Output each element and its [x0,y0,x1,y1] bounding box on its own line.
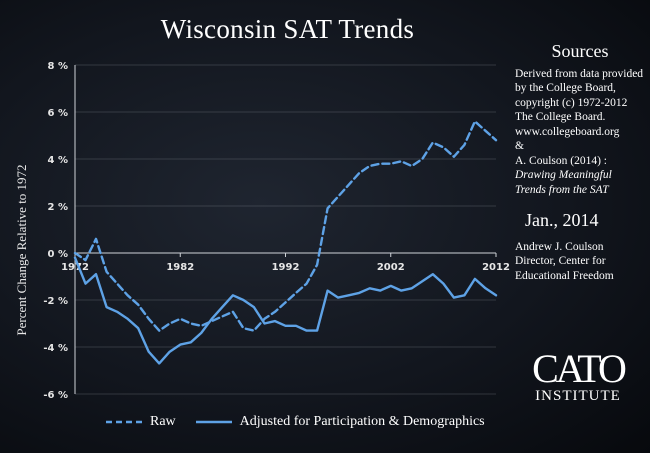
legend-solid-line-icon [195,420,232,424]
x-tick-label: 1992 [272,262,300,273]
legend: Raw Adjusted for Participation & Demogra… [104,414,503,430]
sources-panel: Sources Derived from data provided by th… [515,38,645,283]
source-coulson-author: A. Coulson (2014) : [515,154,607,167]
y-tick-label: 4 % [48,155,68,166]
tick-labels: 8 % 6 % 4 % 2 % 0 % -2 % -4 % -6 % 1972 1982 1992 2… [43,61,510,401]
legend-dashed-line-icon [106,420,142,424]
y-tick-label: -4 % [43,343,68,354]
series-line-adjusted [73,256,498,365]
legend-item-adjusted: Adjusted for Participation & Demographic… [194,414,485,430]
y-tick-label: -2 % [43,296,68,307]
author-name: Andrew J. Coulson [515,240,604,253]
x-tick-label: 1972 [61,262,89,273]
cato-logo: CATO INSTITUTE [522,346,634,405]
logo-wordmark: CATO [532,346,627,391]
y-tick-label: 0 % [48,249,68,260]
author-title: Director, Center for Educational Freedom [515,255,614,282]
y-tick-label: 8 % [48,61,68,72]
source-coulson-title: Drawing Meaningful Trends from the SAT [515,169,612,196]
sources-heading: Sources [551,41,609,61]
x-tick-label: 2002 [377,262,405,273]
series-line-raw [73,120,498,332]
source-college-board: Derived from data provided by the Colleg… [515,67,644,138]
x-tick-label: 2012 [482,262,510,273]
y-tick-label: -6 % [43,390,68,401]
legend-item-raw: Raw [104,414,176,430]
y-tick-label: 2 % [48,202,68,213]
axes [74,65,497,394]
y-axis-label: Percent Change Relative to 1972 [14,164,29,336]
gridlines [75,64,496,395]
publication-date: Jan., 2014 [525,210,599,230]
legend-label-raw: Raw [150,414,176,429]
chart-title: Wisconsin SAT Trends [160,14,415,44]
y-tick-label: 6 % [48,108,68,119]
logo-subtitle: INSTITUTE [535,388,621,404]
legend-label-adjusted: Adjusted for Participation & Demographic… [239,414,485,429]
source-ampersand: & [515,140,524,152]
series-lines [73,120,498,365]
x-tick-label: 1982 [166,262,194,273]
